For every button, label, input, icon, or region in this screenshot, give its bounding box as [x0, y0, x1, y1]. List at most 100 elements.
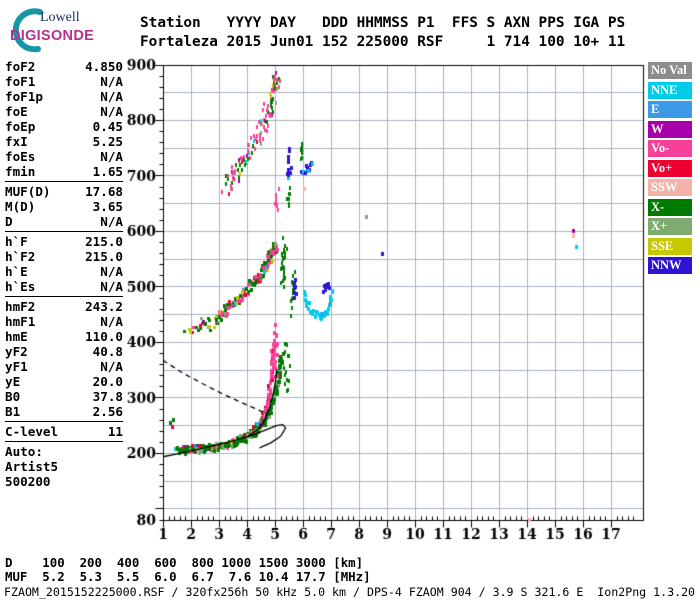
legend-item-x+: X+ [648, 218, 692, 235]
param-row-hf: h`F 215.0 [5, 234, 123, 249]
param-value: N/A [100, 279, 123, 294]
d-muf-table: D 100 200 400 600 800 1000 1500 3000 [km… [5, 556, 371, 583]
param-row-fxi: fxI 5.25 [5, 134, 123, 149]
param-value: 1.65 [92, 164, 123, 179]
param-label: M(D) [5, 199, 36, 214]
param-value: 3.65 [92, 199, 123, 214]
param-label: B0 [5, 389, 21, 404]
param-value: N/A [100, 104, 123, 119]
param-label: B1 [5, 404, 21, 419]
legend-item-vo-: Vo- [648, 140, 692, 157]
param-label: h`Es [5, 279, 36, 294]
param-label: foEp [5, 119, 36, 134]
param-value: 17.68 [85, 184, 123, 199]
param-value: 2.56 [92, 404, 123, 419]
param-value: 215.0 [85, 249, 123, 264]
param-row-artist5: Artist5 [5, 459, 123, 474]
param-label: D [5, 214, 13, 229]
param-row-fmin: fmin 1.65 [5, 164, 123, 179]
param-value: 243.2 [85, 299, 123, 314]
param-label: foF2 [5, 59, 36, 74]
legend-item-noval: No Val [648, 62, 692, 79]
param-value: N/A [100, 314, 123, 329]
station-header-values: Fortaleza 2015 Jun01 152 225000 RSF 1 71… [140, 33, 626, 50]
legend-item-vo+: Vo+ [648, 159, 692, 177]
param-label: h`F2 [5, 249, 36, 264]
param-row-auto: Auto: [5, 444, 123, 459]
param-value: N/A [100, 74, 123, 89]
legend-item-nne: NNE [648, 81, 692, 99]
param-divider [5, 441, 123, 442]
param-row-hmf2: hmF2 243.2 [5, 299, 123, 314]
param-value: 11 [107, 424, 123, 439]
param-value: 0.45 [92, 119, 123, 134]
file-info-line: FZAOM_2015152225000.RSF / 320fx256h 50 k… [4, 585, 696, 599]
param-label: hmE [5, 329, 28, 344]
param-label: h`F [5, 234, 28, 249]
param-label: MUF(D) [5, 184, 51, 199]
param-label: yF2 [5, 344, 28, 359]
d-row: D 100 200 400 600 800 1000 1500 3000 [km… [5, 555, 364, 570]
station-header: Station YYYY DAY DDD HHMMSS P1 FFS S AXN… [140, 14, 625, 51]
param-row-hf2: h`F2 215.0 [5, 249, 123, 264]
param-label: foF1 [5, 74, 36, 89]
param-row-fof1p: foF1p N/A [5, 89, 123, 104]
param-row-yf2: yF2 40.8 [5, 344, 123, 359]
param-row-foes: foEs N/A [5, 149, 123, 164]
param-row-yf1: yF1 N/A [5, 359, 123, 374]
param-row-hes: h`Es N/A [5, 279, 123, 294]
param-row-he: h`E N/A [5, 264, 123, 279]
param-label: hmF1 [5, 314, 36, 329]
param-label: 500200 [5, 474, 51, 489]
legend-item-w: W [648, 120, 692, 138]
echo-status-legend: No Val NNE E W Vo- Vo+ SSW X- X+ SSE NNW [648, 62, 694, 277]
param-label: foF1p [5, 89, 43, 104]
param-label: C-level [5, 424, 59, 439]
param-label: fmin [5, 164, 36, 179]
param-row-b0: B0 37.8 [5, 389, 123, 404]
param-row-b1: B1 2.56 [5, 404, 123, 419]
param-label: foEs [5, 149, 36, 164]
param-label: hmF2 [5, 299, 36, 314]
parameter-panel: foF2 4.850 foF1 N/A foF1p N/A foE N/A foEp 0.45 fx… [5, 59, 123, 489]
param-row-foe: foE N/A [5, 104, 123, 119]
legend-item-nnw: NNW [648, 257, 692, 274]
logo-digisonde-text: DIGISONDE [10, 28, 95, 44]
param-value: N/A [100, 149, 123, 164]
muf-row: MUF 5.2 5.3 5.5 6.0 6.7 7.6 10.4 17.7 [M… [5, 568, 371, 584]
param-value: 40.8 [92, 344, 123, 359]
logo-arc-icon [12, 8, 43, 53]
param-label: Artist5 [5, 459, 59, 474]
param-label: yF1 [5, 359, 28, 374]
param-label: fxI [5, 134, 28, 149]
param-value: N/A [100, 89, 123, 104]
param-value: 110.0 [85, 329, 123, 344]
param-row-fof2: foF2 4.850 [5, 59, 123, 74]
legend-item-e: E [648, 101, 692, 118]
param-row-mufd: MUF(D) 17.68 [5, 184, 123, 199]
param-value: 215.0 [85, 234, 123, 249]
param-row-hmf1: hmF1 N/A [5, 314, 123, 329]
param-row-fof1: foF1 N/A [5, 74, 123, 89]
param-label: foE [5, 104, 28, 119]
param-value: N/A [100, 359, 123, 374]
param-divider [5, 181, 123, 182]
param-label: yE [5, 374, 21, 389]
param-value: N/A [100, 264, 123, 279]
param-divider [5, 231, 123, 232]
param-row-500200: 500200 [5, 474, 123, 489]
station-header-labels: Station YYYY DAY DDD HHMMSS P1 FFS S AXN… [140, 15, 626, 31]
param-value: 4.850 [85, 59, 123, 74]
param-divider [5, 296, 123, 297]
logo-lowell-text: Lowell [40, 10, 80, 25]
legend-item-ssw: SSW [648, 179, 692, 196]
param-row-hme: hmE 110.0 [5, 329, 123, 344]
param-row-clevel: C-level 11 [5, 424, 123, 439]
param-row-ye: yE 20.0 [5, 374, 123, 389]
param-label: Auto: [5, 444, 43, 459]
legend-item-x-: X- [648, 198, 692, 216]
param-divider [5, 421, 123, 422]
param-row-md: M(D) 3.65 [5, 199, 123, 214]
